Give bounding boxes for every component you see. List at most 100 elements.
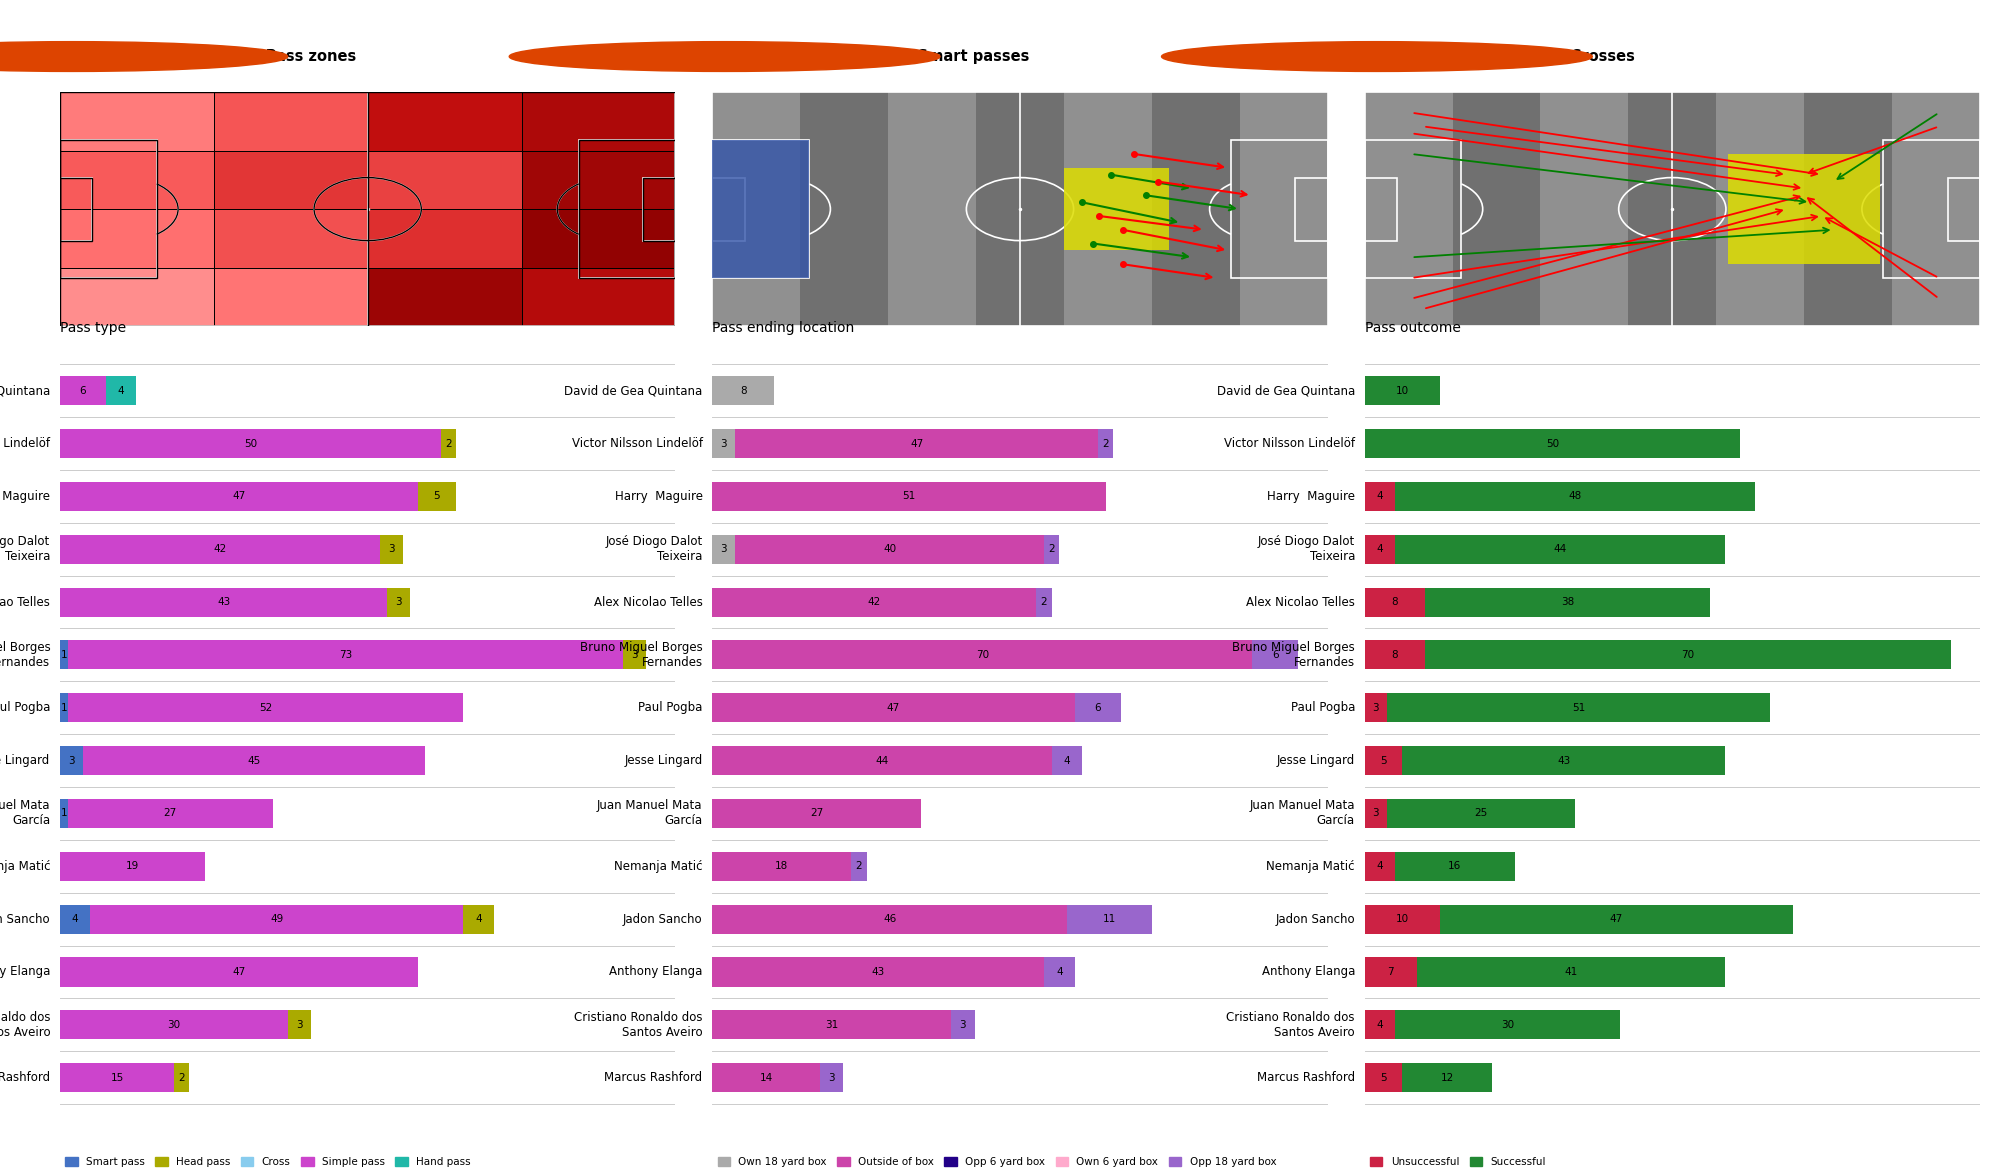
Bar	[1424, 640, 1950, 670]
Bar	[1364, 958, 1418, 987]
Bar	[712, 429, 736, 458]
Text: 47: 47	[910, 438, 924, 449]
Text: 31: 31	[826, 1020, 838, 1029]
Bar	[1394, 535, 1726, 564]
Bar	[1364, 588, 1424, 617]
Bar	[736, 429, 1098, 458]
Text: 3: 3	[68, 756, 74, 766]
Bar	[60, 482, 418, 511]
Text: 43: 43	[872, 967, 884, 976]
Bar	[712, 140, 810, 278]
Text: 7: 7	[1388, 967, 1394, 976]
Bar	[712, 693, 1074, 723]
Bar	[888, 92, 976, 327]
Text: Manchester United Pass zones: Manchester United Pass zones	[104, 49, 356, 63]
Bar	[644, 177, 676, 241]
Text: 3: 3	[960, 1020, 966, 1029]
Bar	[60, 92, 214, 150]
Bar	[1364, 376, 1440, 405]
Text: 8: 8	[1392, 650, 1398, 660]
Bar	[952, 1010, 974, 1040]
Bar	[1628, 92, 1716, 327]
Bar	[1044, 535, 1060, 564]
Text: Pass ending location: Pass ending location	[712, 321, 854, 335]
Text: 11: 11	[1102, 914, 1116, 924]
Bar	[1884, 140, 1980, 278]
Bar	[1296, 177, 1328, 241]
Text: 45: 45	[248, 756, 260, 766]
Bar	[60, 150, 214, 209]
Text: Pass type: Pass type	[60, 321, 126, 335]
Bar	[60, 852, 204, 881]
Text: 3: 3	[296, 1020, 304, 1029]
Text: 38: 38	[1560, 597, 1574, 607]
Text: 41: 41	[1564, 967, 1578, 976]
Bar	[90, 905, 464, 934]
Bar	[712, 140, 810, 278]
Text: 52: 52	[258, 703, 272, 713]
Text: 44: 44	[1554, 544, 1566, 555]
Bar	[1364, 693, 1388, 723]
Bar	[288, 1010, 312, 1040]
Text: 1: 1	[60, 808, 68, 819]
Bar	[522, 92, 676, 150]
Text: 6: 6	[80, 385, 86, 396]
Bar	[1402, 1063, 1492, 1093]
Bar	[712, 482, 1106, 511]
Bar	[60, 535, 380, 564]
Text: Manchester United Crosses: Manchester United Crosses	[1408, 49, 1634, 63]
Bar	[712, 852, 852, 881]
Bar	[1394, 482, 1756, 511]
Bar	[1394, 852, 1514, 881]
Bar	[800, 92, 888, 327]
Text: 47: 47	[886, 703, 900, 713]
Text: 4: 4	[1376, 491, 1382, 502]
Bar	[368, 209, 522, 268]
Text: 4: 4	[1376, 861, 1382, 872]
Bar	[60, 640, 68, 670]
Text: 1: 1	[60, 650, 68, 660]
Bar	[1064, 92, 1152, 327]
Text: 27: 27	[810, 808, 824, 819]
Text: 3: 3	[388, 544, 394, 555]
Bar	[60, 588, 388, 617]
Text: 50: 50	[1546, 438, 1560, 449]
Bar	[1804, 92, 1892, 327]
Text: 51: 51	[1572, 703, 1586, 713]
Bar	[1364, 905, 1440, 934]
Bar	[1452, 92, 1540, 327]
Bar	[1364, 140, 1462, 278]
Bar	[1716, 92, 1804, 327]
Bar	[214, 92, 368, 150]
Bar	[1074, 693, 1122, 723]
Text: 4: 4	[72, 914, 78, 924]
Bar	[712, 376, 774, 405]
Bar	[1364, 1010, 1394, 1040]
Bar	[712, 92, 800, 327]
Text: 27: 27	[164, 808, 176, 819]
Text: 43: 43	[218, 597, 230, 607]
Bar	[578, 140, 676, 278]
Text: 3: 3	[720, 438, 728, 449]
Bar	[712, 640, 1252, 670]
Legend: Own 18 yard box, Outside of box, Opp 6 yard box, Own 6 yard box, Opp 18 yard box: Own 18 yard box, Outside of box, Opp 6 y…	[718, 1157, 1276, 1167]
Bar	[68, 799, 274, 828]
Bar	[368, 92, 522, 150]
Bar	[82, 746, 426, 776]
Bar	[1240, 92, 1328, 327]
Text: 3: 3	[720, 544, 728, 555]
Text: 51: 51	[902, 491, 916, 502]
Text: 8: 8	[740, 385, 746, 396]
Bar	[1364, 852, 1394, 881]
Text: 25: 25	[1474, 808, 1488, 819]
Bar	[624, 640, 646, 670]
Text: 2: 2	[178, 1073, 186, 1082]
Bar	[464, 905, 494, 934]
Bar	[712, 1010, 952, 1040]
Text: 47: 47	[1610, 914, 1622, 924]
Bar	[712, 535, 736, 564]
Text: 6: 6	[1094, 703, 1102, 713]
Text: 5: 5	[1380, 756, 1386, 766]
Bar	[174, 1063, 190, 1093]
Bar	[1440, 905, 1792, 934]
